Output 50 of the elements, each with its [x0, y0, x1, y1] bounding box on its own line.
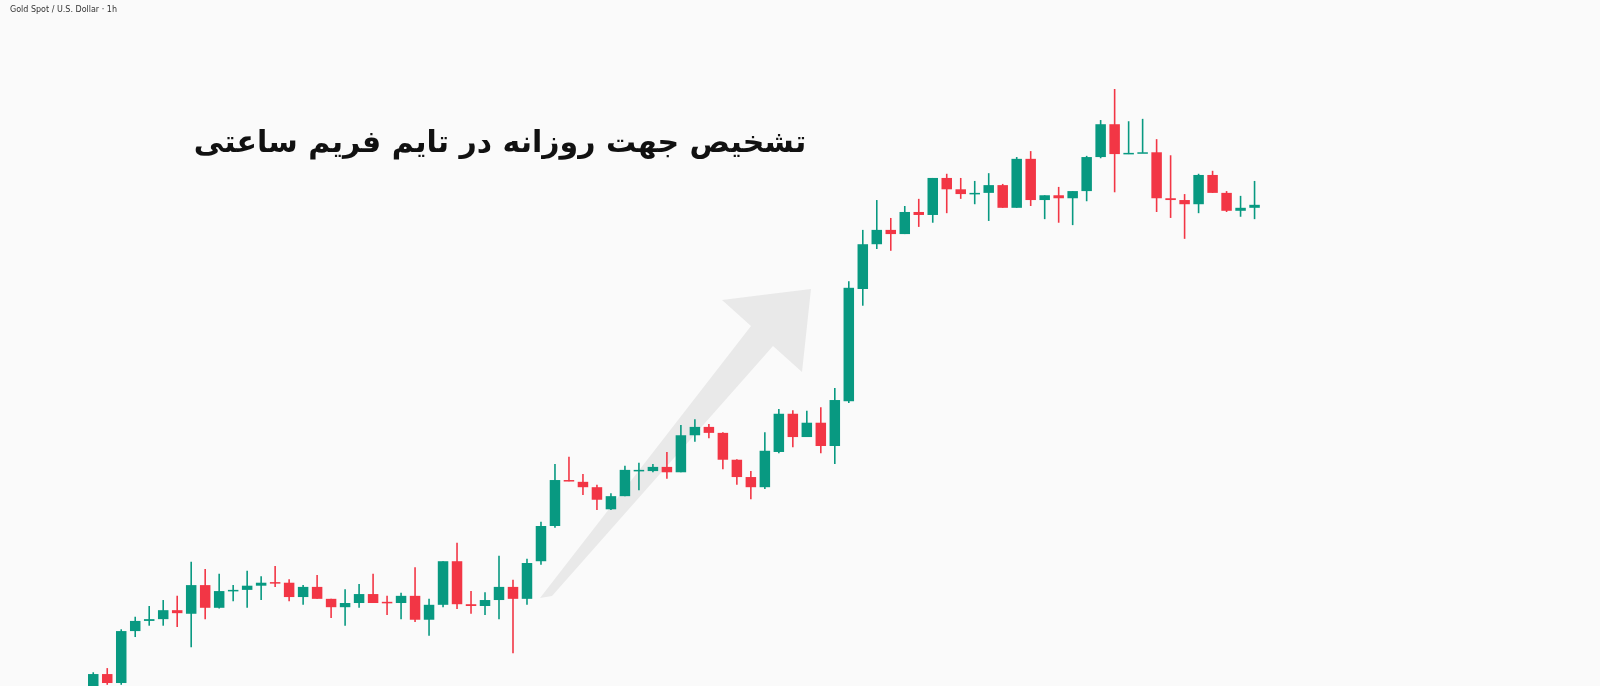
candlestick: [871, 199, 883, 250]
candlestick: [171, 595, 183, 628]
candlestick: [1249, 180, 1260, 220]
candlestick: [787, 409, 799, 448]
candlestick: [1179, 193, 1190, 240]
text: تشخیص جهت روزانه در تایم فریم ساعتی: [193, 124, 807, 160]
candlestick: [1221, 190, 1232, 213]
candlestick: [1039, 194, 1050, 220]
candlestick: [129, 615, 141, 638]
candlestick: [591, 484, 603, 511]
candlestick: [311, 574, 323, 600]
candlestick: [1067, 190, 1078, 226]
candlestick: [983, 172, 994, 222]
candlestick: [801, 409, 813, 438]
candlestick: [213, 572, 225, 610]
candlestick: [255, 575, 267, 601]
candlestick: [815, 406, 827, 454]
candlestick: [689, 418, 701, 443]
candlestick: [731, 458, 743, 486]
candlestick: [507, 578, 519, 654]
candlestick: [199, 568, 211, 620]
candlestick: [899, 205, 911, 235]
candlestick: [395, 592, 407, 620]
candlestick: [1207, 169, 1218, 194]
candlestick: [493, 555, 505, 620]
candlestick: [283, 578, 295, 603]
candlestick: [1053, 186, 1064, 224]
candlestick: [241, 569, 253, 609]
candlestick: [297, 584, 309, 606]
candlestick: [157, 599, 169, 627]
candlestick: [479, 591, 491, 616]
candlestick: [563, 455, 575, 483]
candlestick: [1137, 118, 1148, 154]
candlestick: [409, 566, 421, 623]
candlestick: [465, 590, 477, 615]
candlestick: [1235, 195, 1246, 218]
candlestick: [367, 572, 379, 604]
candlestick: [745, 470, 757, 500]
candlestick: [269, 565, 281, 588]
candlestick: [1165, 154, 1176, 219]
candlestick: [941, 172, 952, 214]
candlestick: [143, 605, 155, 627]
candlestick: [885, 217, 897, 252]
candlestick: [997, 183, 1008, 209]
candlestick: [423, 598, 435, 637]
candlestick: [353, 583, 365, 609]
candlestick: [339, 588, 351, 627]
candlestick: [913, 198, 924, 228]
text: Gold Spot / U.S. Dollar · 1h: [10, 5, 117, 14]
candlestick: [955, 177, 966, 200]
